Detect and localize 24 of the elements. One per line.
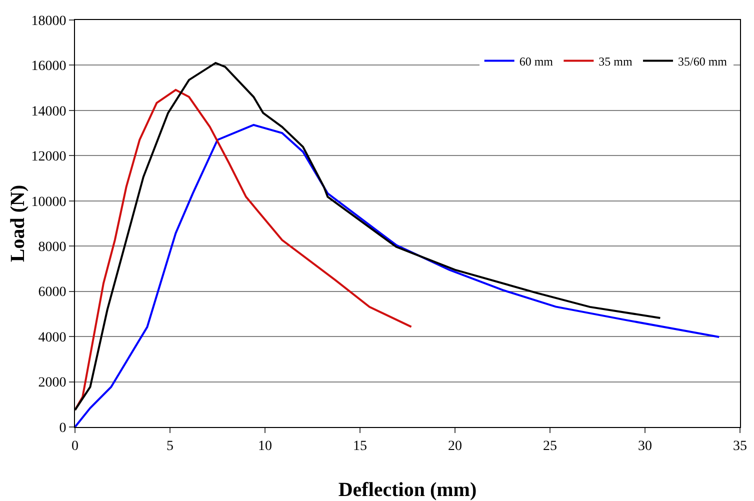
x-axis-title: Deflection (mm)	[338, 479, 477, 501]
y-axis-title: Load (N)	[7, 184, 30, 262]
y-tick-label: 12000	[31, 150, 66, 165]
y-tick-label: 16000	[31, 59, 66, 74]
y-tick-label: 14000	[31, 104, 66, 120]
y-tick-label: 2000	[38, 376, 66, 391]
y-tick-label: 6000	[38, 285, 66, 300]
line-series	[75, 124, 720, 427]
legend-label: 35 mm	[598, 54, 634, 68]
legend-label: 60 mm	[519, 54, 554, 68]
x-tick-label: 10	[258, 438, 272, 454]
x-tick-label: 20	[448, 438, 462, 454]
y-tick-label: 8000	[38, 240, 66, 256]
y-tick-label: 0	[59, 420, 66, 436]
y-tick-label: 18000	[31, 14, 66, 29]
legend-label: 35/60 mm	[678, 54, 728, 68]
y-tick-label: 10000	[31, 194, 66, 210]
x-tick-label: 5	[166, 438, 174, 454]
x-tick-label: 35	[733, 438, 747, 454]
x-tick-label: 25	[543, 438, 557, 454]
x-tick-label: 15	[353, 438, 367, 454]
x-tick-label: 30	[638, 438, 652, 454]
x-tick-label: 0	[72, 438, 78, 454]
y-tick-label: 4000	[38, 330, 66, 346]
